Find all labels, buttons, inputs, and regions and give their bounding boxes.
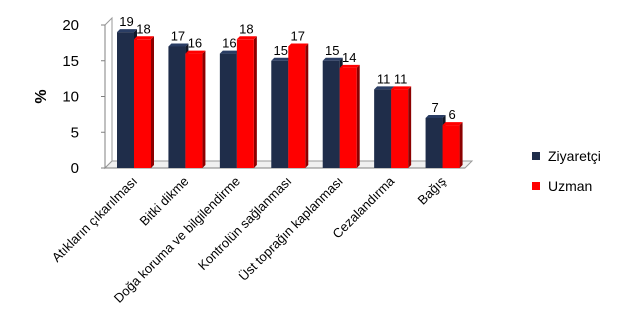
data-label: 18	[136, 21, 150, 36]
y-tick-label: 20	[62, 17, 79, 34]
bar-top	[391, 86, 412, 90]
data-label: 15	[274, 43, 288, 58]
legend-label: Ziyaretçi	[548, 148, 601, 164]
bar-front	[442, 125, 460, 168]
bar-side	[459, 122, 463, 168]
y-tick-label: 10	[62, 89, 79, 106]
data-label: 14	[342, 50, 356, 65]
x-category-label: Bağış	[415, 173, 449, 207]
bar-side	[305, 43, 309, 169]
legend-swatch	[532, 182, 540, 190]
bar-uzman	[134, 36, 154, 168]
x-category-label: Üst toprağın kaplanması	[236, 174, 346, 284]
bar-front	[339, 67, 357, 168]
data-label: 17	[291, 28, 305, 43]
bar-top	[425, 114, 446, 118]
bar-front	[236, 39, 254, 168]
bar-front	[117, 32, 134, 169]
bar-top	[219, 50, 240, 54]
y-tick-label: 5	[71, 124, 79, 141]
y-axis-label: %	[33, 89, 50, 103]
x-category-label: Bitki dikme	[136, 174, 191, 229]
x-category-label: Atıkların çıkarılması	[49, 174, 140, 265]
data-label: 6	[448, 107, 455, 122]
bar-side	[253, 36, 257, 168]
bar-front	[219, 53, 237, 168]
chart-bars	[117, 29, 463, 169]
y-axis-wall	[104, 16, 113, 170]
bar-top	[374, 86, 395, 90]
bar-uzman	[391, 86, 412, 168]
bar-front	[134, 39, 151, 168]
y-tick-label: 15	[62, 53, 79, 70]
bar-front	[168, 46, 186, 169]
bar-front	[425, 117, 443, 168]
bar-top	[288, 43, 309, 47]
bar-top	[168, 43, 189, 47]
y-tick-label: 0	[71, 160, 79, 177]
bar-front	[271, 60, 289, 168]
data-label: 11	[377, 71, 391, 86]
bar-uzman	[185, 50, 206, 168]
bar-top	[134, 36, 154, 40]
bar-top	[442, 122, 463, 126]
data-label: 19	[119, 14, 133, 29]
bar-uzman	[236, 36, 257, 168]
bar-side	[408, 86, 412, 168]
bar-uzman	[288, 43, 309, 169]
bar-top	[322, 57, 343, 61]
bar-top	[117, 29, 137, 33]
bar-side	[202, 50, 206, 168]
legend-item: Uzman	[532, 178, 592, 194]
legend-item: Ziyaretçi	[532, 148, 601, 164]
bar-uzman	[339, 64, 360, 168]
bar-top	[236, 36, 257, 40]
bar-top	[339, 64, 360, 68]
data-label: 11	[394, 71, 408, 86]
bar-side	[356, 64, 360, 168]
x-category-label: Kontrolün sağlanması	[195, 174, 295, 274]
bar-top	[271, 57, 292, 61]
bar-uzman	[442, 122, 463, 168]
data-label: 18	[239, 21, 253, 36]
bar-side	[151, 36, 154, 168]
bar-front	[288, 46, 306, 169]
bar-front	[322, 60, 340, 168]
data-label: 16	[188, 36, 202, 51]
legend-swatch	[532, 152, 540, 160]
data-label: 16	[222, 36, 236, 51]
legend-label: Uzman	[548, 178, 593, 194]
bar-front	[374, 89, 392, 168]
data-label: 7	[431, 100, 438, 115]
bar-front	[391, 89, 409, 168]
bar-top	[185, 50, 206, 54]
data-label: 17	[171, 28, 185, 43]
data-label: 15	[325, 43, 339, 58]
bar-front	[185, 53, 203, 168]
